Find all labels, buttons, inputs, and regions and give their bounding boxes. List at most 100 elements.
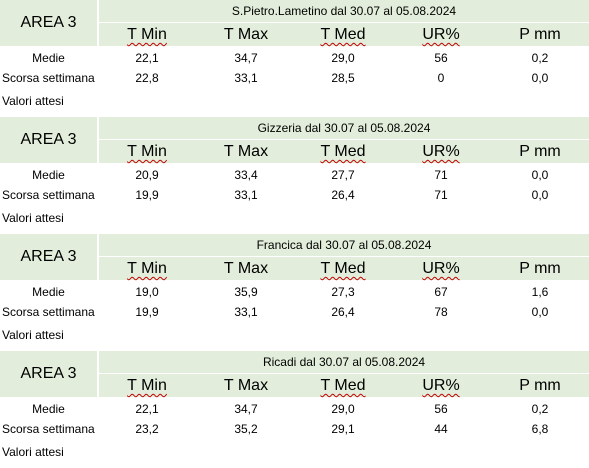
value-cell: 29,1 [331, 422, 355, 436]
station-block: AREA 3 Gizzeria dal 30.07 al 05.08.2024 T … [0, 117, 589, 234]
column-header-text: P mm [519, 377, 561, 394]
row-label-attesi: Valori attesi [2, 445, 64, 459]
column-header-row: T Min T Max T Med UR% P mm [99, 140, 589, 163]
value-cell: 6,8 [531, 422, 549, 436]
value-cell: 56 [434, 51, 448, 65]
value-cell: 0,0 [531, 71, 549, 85]
value-cell: 44 [434, 422, 448, 436]
row-label-scorsa: Scorsa settimana [2, 71, 95, 85]
value-cell: 22,8 [135, 71, 159, 85]
column-header-text: T Med [320, 26, 366, 43]
value-cell: 35,9 [234, 285, 258, 299]
value-cell: 71 [434, 168, 448, 182]
value-cell: 23,2 [135, 422, 159, 436]
station-title: Gizzeria dal 30.07 al 05.08.2024 [99, 117, 589, 139]
value-cell: 33,1 [234, 188, 258, 202]
column-header-text: T Max [223, 26, 269, 43]
value-cell: 67 [434, 285, 448, 299]
column-header-row: T Min T Max T Med UR% P mm [99, 257, 589, 280]
area-label: AREA 3 [0, 117, 97, 163]
value-cell: 0,0 [531, 305, 549, 319]
column-header: UR% [381, 23, 501, 46]
value-cell: 26,4 [331, 305, 355, 319]
column-header-row: T Min T Max T Med UR% P mm [99, 374, 589, 397]
column-header-text: P mm [519, 260, 561, 277]
column-header: P mm [480, 257, 589, 280]
column-header: T Max [186, 23, 306, 46]
column-header-row: T Min T Max T Med UR% P mm [99, 23, 589, 46]
row-label-medie: Medie [32, 51, 65, 65]
value-cell: 78 [434, 305, 448, 319]
value-cell: 35,2 [234, 422, 258, 436]
station-title: Francica dal 30.07 al 05.08.2024 [99, 234, 589, 256]
station-block: AREA 3 S.Pietro.Lametino dal 30.07 al 05.… [0, 0, 589, 117]
value-cell: 0,0 [531, 188, 549, 202]
column-header-text: T Med [320, 377, 366, 394]
value-cell: 22,1 [135, 51, 159, 65]
value-cell: 34,7 [234, 51, 258, 65]
row-label-scorsa: Scorsa settimana [2, 188, 95, 202]
column-header: T Med [283, 140, 403, 163]
value-cell: 33,1 [234, 71, 258, 85]
value-cell: 19,0 [135, 285, 159, 299]
value-cell: 0,2 [531, 402, 549, 416]
column-header-text: T Max [223, 143, 269, 160]
value-cell: 27,7 [331, 168, 355, 182]
column-header: T Max [186, 374, 306, 397]
column-header: P mm [480, 140, 589, 163]
value-cell: 19,9 [135, 305, 159, 319]
row-label-medie: Medie [32, 285, 65, 299]
value-cell: 0,2 [531, 51, 549, 65]
value-cell: 28,5 [331, 71, 355, 85]
column-header-text: UR% [422, 26, 460, 43]
column-header: UR% [381, 257, 501, 280]
column-header-text: UR% [422, 143, 460, 160]
column-header-text: T Min [127, 143, 167, 160]
row-label-attesi: Valori attesi [2, 328, 64, 342]
row-label-scorsa: Scorsa settimana [2, 422, 95, 436]
station-title: S.Pietro.Lametino dal 30.07 al 05.08.202… [99, 0, 589, 22]
column-header-text: T Med [320, 143, 366, 160]
column-header-text: T Max [223, 377, 269, 394]
column-header: T Med [283, 23, 403, 46]
value-cell: 71 [434, 188, 448, 202]
area-label: AREA 3 [0, 234, 97, 280]
area-label: AREA 3 [0, 351, 97, 397]
column-header-text: UR% [422, 260, 460, 277]
value-cell: 33,4 [234, 168, 258, 182]
column-header-text: T Med [320, 260, 366, 277]
column-header: T Min [87, 257, 207, 280]
value-cell: 29,0 [331, 51, 355, 65]
column-header-text: P mm [519, 26, 561, 43]
row-label-scorsa: Scorsa settimana [2, 305, 95, 319]
column-header-text: T Max [223, 260, 269, 277]
column-header: P mm [480, 23, 589, 46]
value-cell: 22,1 [135, 402, 159, 416]
column-header: UR% [381, 374, 501, 397]
value-cell: 56 [434, 402, 448, 416]
row-label-medie: Medie [32, 402, 65, 416]
column-header-text: T Min [127, 377, 167, 394]
column-header-text: T Min [127, 26, 167, 43]
column-header: P mm [480, 374, 589, 397]
column-header-text: P mm [519, 143, 561, 160]
value-cell: 19,9 [135, 188, 159, 202]
column-header: T Max [186, 140, 306, 163]
value-cell: 34,7 [234, 402, 258, 416]
value-cell: 20,9 [135, 168, 159, 182]
column-header: T Min [87, 140, 207, 163]
column-header: T Min [87, 23, 207, 46]
value-cell: 0 [437, 71, 445, 85]
row-label-attesi: Valori attesi [2, 94, 64, 108]
value-cell: 33,1 [234, 305, 258, 319]
row-label-attesi: Valori attesi [2, 211, 64, 225]
value-cell: 1,6 [531, 285, 549, 299]
column-header: UR% [381, 140, 501, 163]
row-label-medie: Medie [32, 168, 65, 182]
column-header: T Med [283, 374, 403, 397]
value-cell: 0,0 [531, 168, 549, 182]
column-header: T Min [87, 374, 207, 397]
column-header-text: T Min [127, 260, 167, 277]
station-block: AREA 3 Ricadi dal 30.07 al 05.08.2024 T Mi… [0, 351, 589, 468]
station-block: AREA 3 Francica dal 30.07 al 05.08.2024 T … [0, 234, 589, 351]
